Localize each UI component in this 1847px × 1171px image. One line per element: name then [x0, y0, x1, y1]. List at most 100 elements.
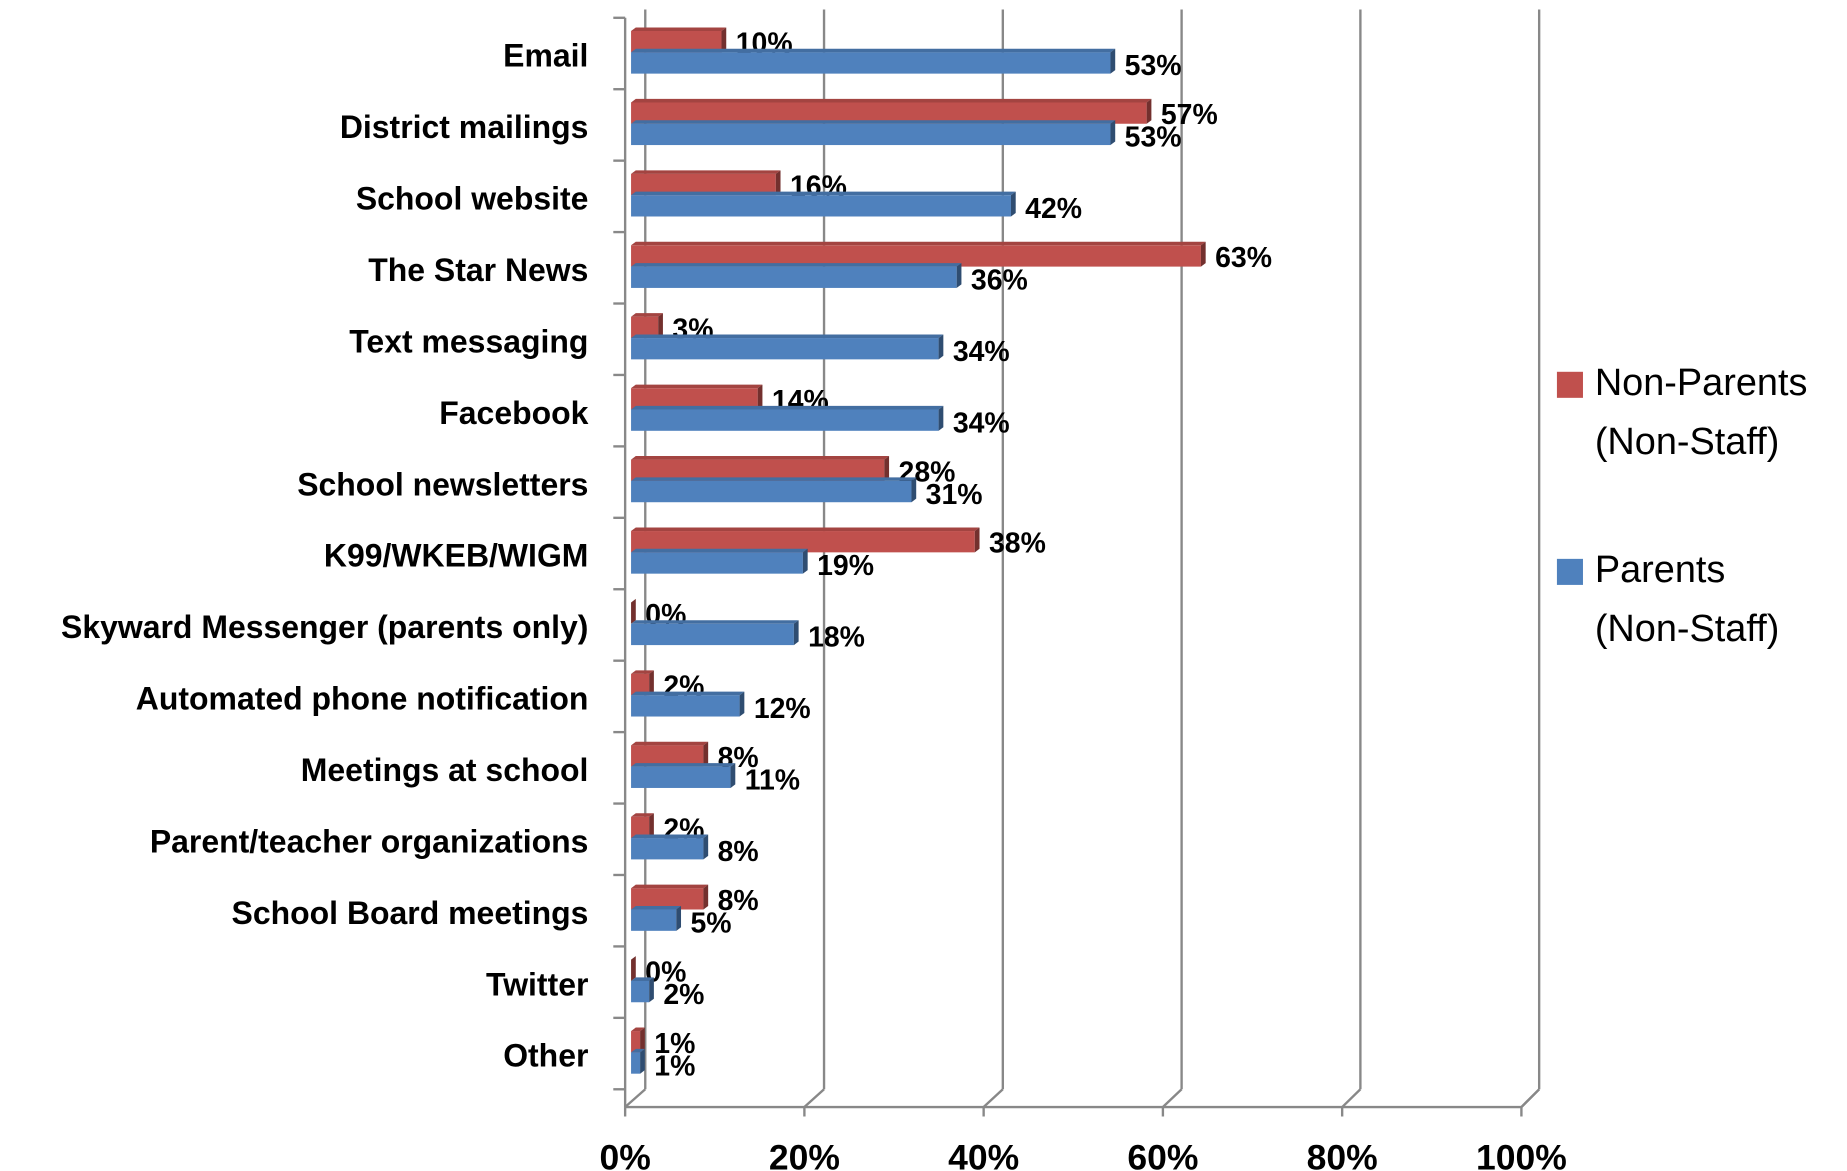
bar-side	[884, 456, 890, 481]
bar	[631, 388, 758, 410]
bar	[631, 745, 704, 767]
grid-line	[624, 1088, 647, 1108]
grid-line	[803, 1088, 825, 1108]
bar-top	[631, 477, 917, 481]
bar-side	[775, 170, 781, 196]
bar-top	[631, 120, 1116, 124]
y-tick-label: District mailings	[340, 109, 589, 145]
bar-side	[956, 263, 962, 288]
bar-side	[974, 527, 980, 553]
bar-top	[631, 905, 682, 910]
bar-top	[631, 763, 736, 767]
legend-line: (Non-Staff)	[1595, 608, 1780, 650]
bar-side	[703, 834, 709, 860]
bar	[631, 266, 957, 288]
bar-side	[757, 384, 763, 410]
bar	[631, 1052, 641, 1074]
bar	[631, 173, 776, 196]
bar-side	[631, 956, 636, 981]
y-tick-label: Automated phone notification	[136, 681, 589, 717]
bar	[631, 102, 1147, 124]
y-tick-label: Other	[503, 1038, 588, 1074]
bar	[631, 695, 740, 717]
bar	[631, 409, 939, 431]
grid-line	[1162, 1088, 1183, 1108]
y-tick-label: School newsletters	[297, 466, 588, 502]
bar-side	[649, 813, 654, 839]
bar	[631, 980, 650, 1003]
bar	[631, 838, 704, 860]
bar-top	[631, 241, 1206, 246]
bar-side	[640, 1048, 645, 1074]
bar	[631, 888, 704, 910]
bar	[631, 316, 659, 339]
bar-top	[631, 48, 1116, 53]
bar	[631, 909, 677, 931]
bar	[631, 245, 1201, 267]
legend-label: Non-Parents (Non-Staff)	[1595, 362, 1808, 463]
bar-side	[640, 1027, 645, 1053]
bar	[631, 1031, 641, 1053]
bar-top	[631, 456, 890, 460]
value-label: 19%	[817, 550, 874, 582]
x-tick-label: 60%	[1127, 1138, 1198, 1171]
grid-line	[982, 1088, 1004, 1108]
value-label: 8%	[718, 836, 759, 868]
bar-top	[631, 384, 763, 389]
bar-side	[1110, 120, 1116, 146]
bar-top	[631, 313, 663, 317]
value-label: 12%	[754, 693, 811, 725]
bar-side	[676, 905, 682, 931]
value-label: 8%	[718, 885, 759, 917]
bar	[631, 459, 885, 481]
x-tick-label: 20%	[769, 1138, 840, 1171]
bar	[631, 480, 912, 503]
bar-side	[730, 763, 736, 788]
value-label: 53%	[1125, 122, 1182, 154]
legend-line: Non-Parents	[1595, 362, 1808, 404]
bar-side	[631, 598, 636, 624]
grid-line	[1520, 1088, 1541, 1108]
bar-side	[658, 313, 663, 339]
value-label: 31%	[926, 479, 983, 511]
bar-side	[649, 977, 654, 1003]
bar	[631, 816, 650, 839]
value-label: 18%	[808, 622, 865, 654]
bar-top	[631, 620, 799, 624]
bar-top	[631, 170, 781, 174]
bar	[631, 195, 1011, 217]
y-tick-label: School Board meetings	[232, 895, 589, 931]
bar	[631, 31, 722, 53]
bar	[631, 623, 794, 646]
x-tick-label: 100%	[1476, 1138, 1567, 1171]
bar	[631, 52, 1111, 74]
y-tick-label: Text messaging	[349, 323, 588, 359]
y-tick-label: The Star News	[368, 252, 588, 288]
legend-line: Parents	[1595, 549, 1726, 591]
bar	[631, 673, 650, 696]
bar	[631, 766, 731, 788]
value-label: 34%	[953, 336, 1010, 368]
y-tick-label: K99/WKEB/WIGM	[324, 538, 589, 574]
bar-top	[631, 527, 980, 532]
bar-top	[631, 405, 944, 410]
value-label: 36%	[971, 265, 1028, 297]
bar-top	[631, 1027, 645, 1032]
value-label: 38%	[989, 528, 1046, 560]
bar-top	[631, 813, 654, 817]
value-label: 2%	[663, 979, 704, 1011]
grid-line	[1341, 1088, 1362, 1108]
bar-side	[1110, 48, 1116, 74]
bar-top	[631, 884, 709, 889]
bar-side	[802, 548, 808, 574]
legend-swatch	[1556, 371, 1583, 398]
legend-line: (Non-Staff)	[1595, 421, 1780, 463]
legend-label: Parents (Non-Staff)	[1595, 549, 1780, 650]
bar-top	[631, 334, 944, 339]
x-tick-label: 0%	[599, 1138, 650, 1171]
bar-top	[631, 691, 745, 696]
bar-top	[631, 1048, 645, 1053]
value-label: 34%	[953, 407, 1010, 439]
y-tick-label: School website	[356, 181, 589, 217]
bar-top	[631, 670, 654, 674]
